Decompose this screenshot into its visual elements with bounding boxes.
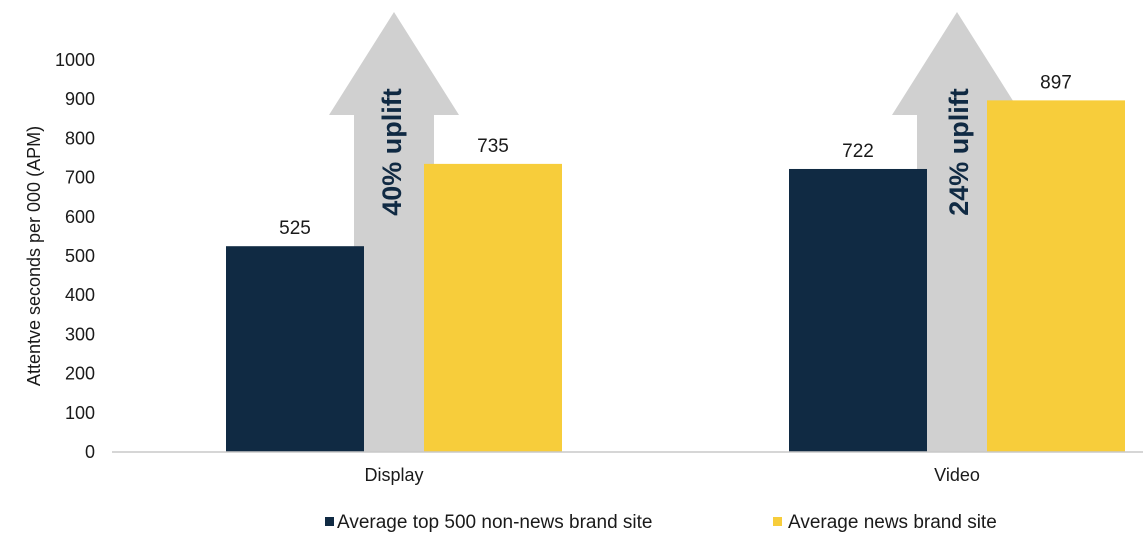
data-label: 722 bbox=[842, 141, 874, 162]
y-tick-label: 200 bbox=[65, 364, 95, 384]
y-tick-label: 300 bbox=[65, 324, 95, 344]
bar-news bbox=[987, 100, 1125, 452]
data-label: 897 bbox=[1040, 72, 1072, 93]
y-tick-labels: 0 100 200 300 400 500 600 700 800 900 1000 bbox=[55, 50, 95, 462]
bar-non-news bbox=[789, 168, 927, 452]
legend-item-news: Average news brand site bbox=[773, 512, 997, 534]
y-tick-label: 400 bbox=[65, 285, 95, 305]
category-label: Video bbox=[934, 465, 980, 485]
data-label: 525 bbox=[279, 218, 311, 239]
legend-item-non-news: Average top 500 non-news brand site bbox=[325, 512, 652, 534]
legend-swatch-non-news bbox=[325, 517, 334, 526]
bar-non-news bbox=[226, 246, 364, 452]
y-tick-label: 500 bbox=[65, 246, 95, 266]
category-label: Display bbox=[364, 465, 423, 485]
y-tick-label: 800 bbox=[65, 128, 95, 148]
uplift-label-display: 40% uplift bbox=[377, 88, 407, 216]
y-axis-label: Attentve seconds per 000 (APM) bbox=[24, 126, 44, 386]
legend-label-news: Average news brand site bbox=[788, 512, 997, 533]
data-labels: 525 735 722 897 bbox=[279, 72, 1072, 239]
bar-news bbox=[424, 163, 562, 452]
y-tick-label: 0 bbox=[85, 442, 95, 462]
y-tick-label: 100 bbox=[65, 403, 95, 423]
y-tick-label: 1000 bbox=[55, 50, 95, 70]
category-labels: Display Video bbox=[364, 465, 979, 485]
data-label: 735 bbox=[477, 136, 509, 157]
legend-label-non-news: Average top 500 non-news brand site bbox=[337, 512, 653, 533]
y-tick-label: 900 bbox=[65, 89, 95, 109]
y-tick-label: 600 bbox=[65, 207, 95, 227]
legend-swatch-news bbox=[773, 517, 782, 526]
y-tick-label: 700 bbox=[65, 168, 95, 188]
bars bbox=[226, 100, 1125, 452]
uplift-label-video: 24% uplift bbox=[944, 88, 974, 216]
